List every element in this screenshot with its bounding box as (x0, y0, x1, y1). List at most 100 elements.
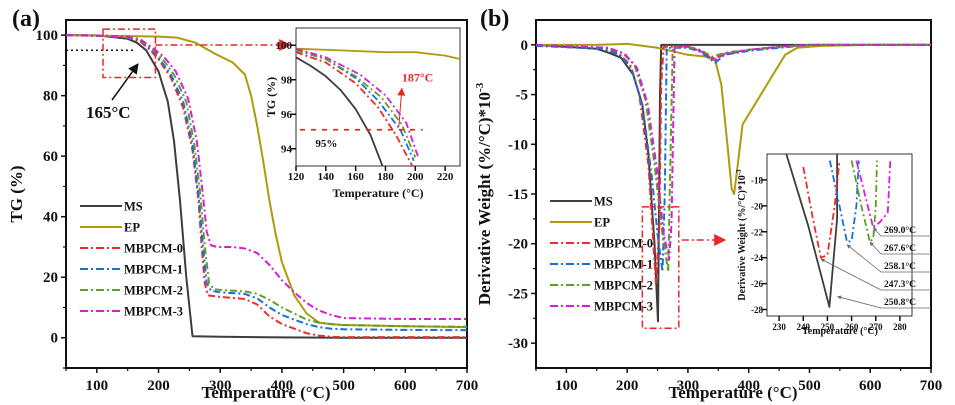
panel-a-legend-label-mbpcm-0: MBPCM-0 (124, 242, 183, 256)
panel-a-inset-series-mbpcm-0 (296, 51, 414, 166)
panel-b-ylabel: Derivative Weight (%/°C)*10-3 (474, 82, 494, 305)
panel-b-inset-peak-leader-1 (869, 241, 882, 255)
panel-b-ylabel-main: Derivative Weight (%/°C)*10 (475, 92, 494, 305)
panel-a-inset-xlabel: Temperature (°C) (332, 186, 423, 200)
panel-a-legend-label-mbpcm-1: MBPCM-1 (124, 263, 183, 277)
panel-b-series-ms (536, 43, 931, 323)
panel-b-xtick-label-100: 100 (555, 378, 578, 394)
panel-a-165c-label: 165°C (86, 103, 131, 122)
panel-b-inset-peak-leader-3 (820, 258, 882, 291)
panel-b-inset-xtick-label-260: 260 (845, 322, 859, 332)
panel-b-series-mbpcm-1 (536, 43, 931, 273)
panel-b-inset-axes: 230 240 250 260 270 280 -18 -20 -22 -24 -26 -28 (751, 175, 907, 332)
panel-a-axes: 100 200 300 400 500 600 700 0 20 40 60 80 100 (36, 28, 479, 394)
panel-b-inset-peak-label-2: 258.1°C (884, 261, 916, 272)
panel-b-inset-xtick-label-250: 250 (821, 322, 835, 332)
panel-a-inset-axes: 120 140 160 180 200 220 94 96 98 100 (276, 40, 454, 183)
panel-b-inset-peak-label-0: 269.0°C (884, 225, 916, 236)
panel-b-inset-ylabel: Derivative Weight (%/°C)*10-3 (735, 169, 748, 301)
panel-a-inset-xtick-label-140: 140 (318, 171, 335, 183)
panel-b-inset-series-mbpcm-2 (850, 160, 878, 244)
panel-b-inset-series-mbpcm-1 (828, 160, 860, 244)
panel-b-inset-series (785, 154, 892, 308)
panel-b-ytick-label-0: 0 (521, 38, 529, 54)
panel-a-inset-xtick-label-220: 220 (437, 171, 454, 183)
panel-b-inset-xtick-label-280: 280 (893, 322, 907, 332)
panel-b-inset-peak-label-3: 247.3°C (884, 279, 916, 290)
panel-b-series-mbpcm-3 (536, 43, 931, 261)
panel-b-xtick-label-600: 600 (859, 378, 882, 394)
panel-a-ytick-label-40: 40 (43, 210, 58, 226)
panel-b-inset-ytick-label-20: -20 (751, 201, 763, 211)
panel-b-inset-peak-leader-2 (846, 244, 882, 273)
panel-b-ytick-label-5: -5 (516, 88, 529, 104)
panel-b-legend-label-mbpcm-0: MBPCM-0 (594, 237, 653, 251)
panel-a-ytick-label-20: 20 (43, 270, 58, 286)
panel-a-ytick-label-0: 0 (51, 331, 59, 347)
panel-a-xtick-label-200: 200 (147, 378, 170, 394)
panel-a-tg-chart: (a) 100 200 300 400 500 600 700 0 20 40 60 80 100 Te… (7, 6, 478, 402)
panel-a-series-ms (66, 34, 467, 339)
panel-b-ytick-label-15: -15 (508, 187, 528, 203)
panel-b-inset-xtick-label-240: 240 (797, 322, 811, 332)
panel-b-ytick-label-30: -30 (508, 336, 528, 352)
panel-a-legend: MS EP MBPCM-0 MBPCM-1 MBPCM-2 MBPCM-3 (80, 200, 183, 319)
panel-a-series-mbpcm-0 (66, 34, 467, 339)
panel-b-annotations (641, 206, 727, 329)
panel-b-inset-xtick-label-230: 230 (772, 322, 786, 332)
panel-b-xlabel: Temperature (°C) (668, 383, 797, 402)
panel-a-ytick-label-100: 100 (36, 28, 59, 44)
panel-b-ytick-label-20: -20 (508, 237, 528, 253)
panel-a-series-ep (66, 34, 467, 329)
panel-a-xtick-label-300: 300 (209, 378, 232, 394)
panel-b-inset-ytick-label-18: -18 (751, 175, 763, 185)
panel-b-ylabel-superscript: -3 (474, 82, 486, 92)
panel-a-xtick-label-700: 700 (456, 378, 479, 394)
panel-b-legend: MS EP MBPCM-0 MBPCM-1 MBPCM-2 MBPCM-3 (550, 195, 653, 314)
panel-b-ytick-label-10: -10 (508, 137, 528, 153)
panel-a-inset-187c-arrow (397, 87, 406, 127)
panel-b-inset-annotations: 269.0°C 267.6°C 258.1°C 247.3°C 250.8°C (820, 225, 931, 309)
panel-b-zoom-box (641, 206, 680, 329)
panel-b-xtick-label-500: 500 (798, 378, 821, 394)
panel-a-inset-ylabel: TG (%) (264, 77, 278, 117)
panel-a-inset-187c-label: 187°C (402, 70, 433, 84)
panel-b-xtick-label-400: 400 (737, 378, 760, 394)
panel-b-inset-series-ms (785, 154, 838, 308)
panel-a-inset-series-ep (296, 47, 460, 60)
panel-b-inset-xlabel: Temperature (°C) (802, 326, 878, 337)
panel-a-inset-xtick-label-200: 200 (407, 171, 424, 183)
panel-b-series-ep (536, 42, 931, 195)
panel-a-inset-ytick-label-100: 100 (276, 40, 293, 52)
panel-a-xlabel: Temperature (°C) (201, 383, 330, 402)
panel-b-inset-ytick-label-24: -24 (751, 253, 763, 263)
panel-b-inset-series-mbpcm-3 (855, 160, 892, 229)
panel-a-inset-xtick-label-160: 160 (347, 171, 364, 183)
panel-a-165c-arrow (111, 63, 139, 101)
panel-b-axes: 100 200 300 400 500 600 700 0 -5 -10 -15 -20 -25 -30 (508, 38, 942, 394)
panel-a-inset-95pct-label: 95% (315, 138, 337, 150)
panel-a-legend-label-ms: MS (124, 200, 143, 214)
panel-a-annotations: 165°C (66, 28, 292, 122)
panel-a-legend-label-ep: EP (124, 221, 140, 235)
panel-b-inset-peak-label-1: 267.6°C (884, 243, 916, 254)
panel-a-inset-annotations: 187°C 95% (300, 70, 433, 150)
panel-a-ylabel: TG (%) (7, 165, 26, 222)
panel-a-ytick-label-80: 80 (43, 89, 58, 105)
panel-a-zoom-box (102, 28, 157, 79)
panel-a-inset-xtick-label-120: 120 (288, 171, 305, 183)
panel-b-inset-peak-leader-4 (837, 295, 882, 309)
panel-b-inset-xtick-label-270: 270 (869, 322, 883, 332)
panel-b-legend-label-mbpcm-3: MBPCM-3 (594, 300, 653, 314)
panel-a-inset-ytick-label-96: 96 (281, 109, 293, 121)
panel-b-xtick-label-700: 700 (920, 378, 943, 394)
panel-b-inset-ytick-label-28: -28 (751, 305, 763, 315)
panel-a-legend-label-mbpcm-2: MBPCM-2 (124, 284, 183, 298)
panel-b-inset-ytick-label-26: -26 (751, 279, 763, 289)
panel-b-inset-ytick-label-22: -22 (751, 227, 763, 237)
panel-b-dtg-chart: (b) 100 200 300 400 500 600 700 0 -5 -10 -15 -20 -25… (474, 6, 942, 402)
panel-a-inset-ytick-label-94: 94 (281, 143, 293, 155)
panel-a-inset-series-mbpcm-2 (296, 49, 417, 158)
panel-b-ytick-label-25: -25 (508, 286, 528, 302)
